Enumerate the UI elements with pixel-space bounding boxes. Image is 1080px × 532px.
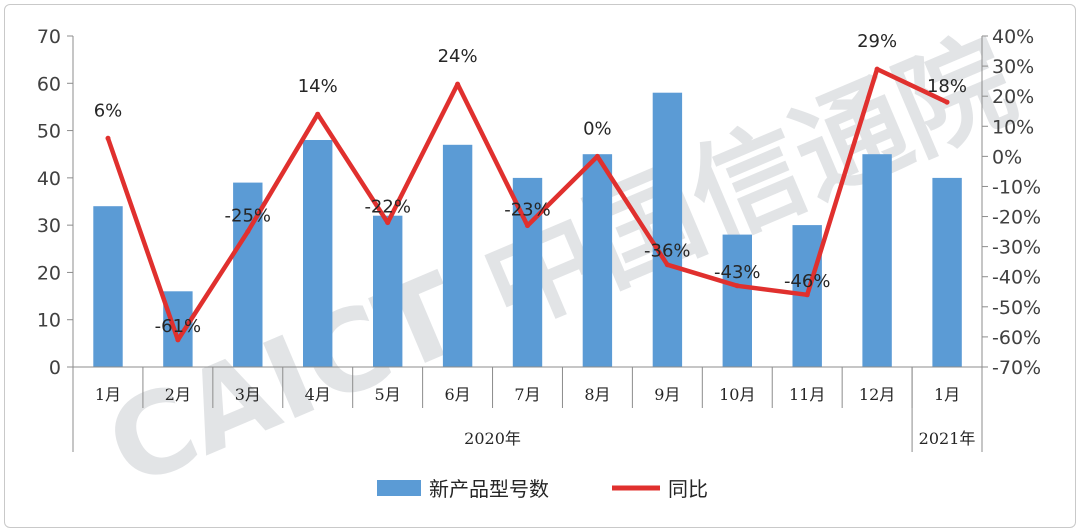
category-label: 11月 xyxy=(789,385,825,404)
yoy-label-6: 24% xyxy=(438,46,478,67)
yoy-label-9: -36% xyxy=(644,241,691,262)
right-tick-label: -70% xyxy=(992,357,1041,379)
bar-9 xyxy=(652,92,683,367)
legend-line-label: 同比 xyxy=(668,477,708,501)
bar-10 xyxy=(722,234,752,367)
right-tick-label: 10% xyxy=(992,116,1034,138)
bar-2 xyxy=(163,291,193,367)
category-label: 12月 xyxy=(859,385,895,404)
yoy-point-13 xyxy=(944,99,950,105)
yoy-label-11: -46% xyxy=(784,271,831,292)
category-label: 3月 xyxy=(235,385,261,404)
right-tick-label: 40% xyxy=(992,26,1034,48)
yoy-point-11 xyxy=(804,292,810,298)
bar-13 xyxy=(932,177,962,367)
right-tick-label: -50% xyxy=(992,297,1041,319)
group-label: 2020年 xyxy=(464,429,521,448)
bar-5 xyxy=(373,215,403,367)
yoy-label-13: 18% xyxy=(927,76,967,97)
right-tick-label: 0% xyxy=(992,146,1022,168)
yoy-point-7 xyxy=(525,223,530,229)
legend-bar-label: 新产品型号数 xyxy=(429,477,549,501)
category-label: 10月 xyxy=(719,385,755,404)
right-tick-label: 20% xyxy=(992,86,1034,108)
category-label: 4月 xyxy=(305,385,331,404)
yoy-label-2: -61% xyxy=(155,316,202,337)
left-tick-label: 10 xyxy=(37,310,61,332)
category-label: 1月 xyxy=(95,385,121,404)
yoy-point-6 xyxy=(455,81,461,87)
right-tick-label: -20% xyxy=(992,207,1041,229)
left-tick-label: 20 xyxy=(37,262,61,284)
yoy-point-3 xyxy=(245,229,251,235)
yoy-label-5: -22% xyxy=(364,197,411,218)
yoy-point-4 xyxy=(315,111,321,117)
yoy-label-10: -43% xyxy=(714,262,761,283)
bar-1 xyxy=(93,206,123,367)
yoy-label-1: 6% xyxy=(94,100,123,121)
category-label: 9月 xyxy=(654,385,680,404)
bar-6 xyxy=(442,144,473,367)
yoy-point-9 xyxy=(664,262,670,268)
line-series xyxy=(105,66,950,343)
yoy-point-1 xyxy=(105,135,111,141)
yoy-label-8: 0% xyxy=(583,118,612,139)
right-tick-label: -60% xyxy=(992,327,1041,349)
data-labels: 6% -61% -25% 14% -22% 24% -23% 0% -36% -43% -46% 29… xyxy=(94,31,967,337)
bar-12 xyxy=(862,154,892,367)
left-tick-label: 50 xyxy=(37,121,61,143)
group-label: 2021年 xyxy=(919,429,976,448)
category-label: 7月 xyxy=(514,385,540,404)
category-label: 1月 xyxy=(934,385,960,404)
yoy-point-12 xyxy=(874,66,880,72)
bar-4 xyxy=(303,140,333,367)
left-tick-label: 0 xyxy=(49,357,61,379)
legend: 新产品型号数 同比 xyxy=(377,477,708,501)
category-label: 5月 xyxy=(375,385,401,404)
axes: 0 10 20 30 40 50 60 70 -70% -60% -50% -40% -30% -20% -… xyxy=(37,26,1041,452)
right-tick-label: -30% xyxy=(992,237,1041,259)
right-tick-label: -10% xyxy=(992,176,1041,198)
yoy-point-5 xyxy=(385,220,391,226)
yoy-point-2 xyxy=(175,337,181,343)
category-label: 2月 xyxy=(165,385,191,404)
bar-8 xyxy=(582,154,613,367)
yoy-label-3: -25% xyxy=(225,206,272,227)
yoy-point-10 xyxy=(734,283,740,289)
left-tick-label: 70 xyxy=(37,26,61,48)
yoy-label-7: -23% xyxy=(504,200,551,221)
yoy-label-4: 14% xyxy=(298,76,338,97)
left-tick-label: 30 xyxy=(37,215,61,237)
category-label: 6月 xyxy=(444,385,470,404)
yoy-point-8 xyxy=(594,153,600,159)
yoy-label-12: 29% xyxy=(857,31,897,52)
legend-bar-swatch xyxy=(377,480,421,496)
left-tick-label: 40 xyxy=(37,168,61,190)
right-tick-label: 30% xyxy=(992,56,1034,78)
left-tick-label: 60 xyxy=(37,73,61,95)
category-label: 8月 xyxy=(584,385,610,404)
right-tick-label: -40% xyxy=(992,267,1041,289)
